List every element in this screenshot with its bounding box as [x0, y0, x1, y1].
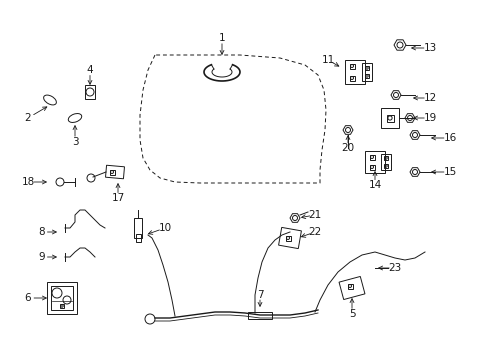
Polygon shape: [393, 40, 405, 50]
Text: 9: 9: [39, 252, 45, 262]
Text: 7: 7: [256, 290, 263, 300]
Text: 17: 17: [111, 193, 124, 203]
Polygon shape: [409, 168, 419, 176]
Text: 18: 18: [21, 177, 35, 187]
Text: 8: 8: [39, 227, 45, 237]
Polygon shape: [342, 126, 352, 134]
Text: 14: 14: [367, 180, 381, 190]
Text: 13: 13: [423, 43, 436, 53]
Text: 2: 2: [24, 113, 31, 123]
Text: 1: 1: [218, 33, 225, 43]
Text: 20: 20: [341, 143, 354, 153]
Text: 5: 5: [348, 309, 355, 319]
Polygon shape: [47, 282, 77, 314]
Text: 10: 10: [158, 223, 171, 233]
Polygon shape: [390, 91, 400, 99]
Text: 4: 4: [86, 65, 93, 75]
Text: 15: 15: [443, 167, 456, 177]
Text: 12: 12: [423, 93, 436, 103]
Text: 11: 11: [321, 55, 334, 65]
Polygon shape: [289, 214, 299, 222]
Text: 6: 6: [24, 293, 31, 303]
Text: 19: 19: [423, 113, 436, 123]
Polygon shape: [404, 114, 414, 122]
Text: 21: 21: [308, 210, 321, 220]
Text: 3: 3: [72, 137, 78, 147]
Text: 23: 23: [387, 263, 401, 273]
Text: 16: 16: [443, 133, 456, 143]
Text: 22: 22: [308, 227, 321, 237]
Polygon shape: [409, 131, 419, 139]
